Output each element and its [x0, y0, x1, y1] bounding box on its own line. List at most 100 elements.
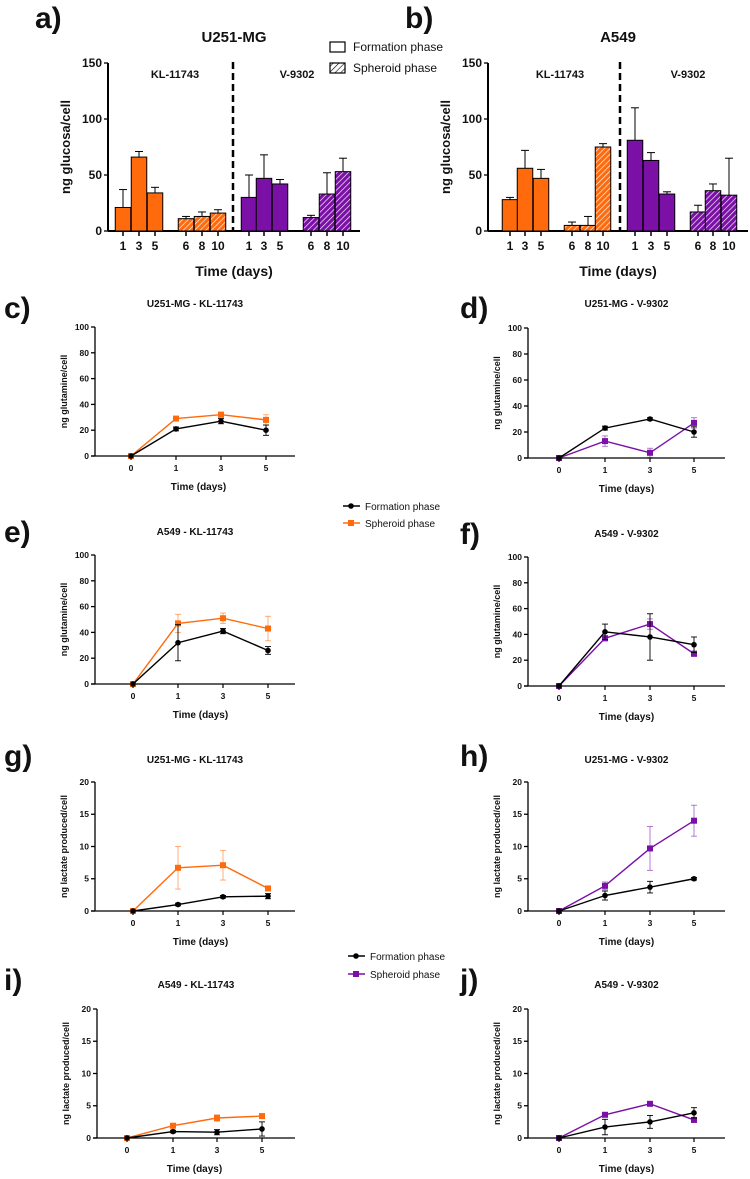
- data-point-formation: [602, 1124, 608, 1130]
- bar: [720, 194, 738, 232]
- y-tick-label: 5: [517, 1101, 522, 1111]
- y-tick-label: 0: [86, 1133, 91, 1143]
- y-tick-label: 100: [82, 112, 102, 126]
- bar: [130, 156, 148, 232]
- chart-title: U251-MG - V-9302: [585, 755, 669, 766]
- y-tick-label: 0: [517, 453, 522, 463]
- legend-marker-circle: [348, 503, 354, 509]
- bar: [209, 212, 227, 232]
- y-tick-label: 20: [513, 427, 523, 437]
- x-tick-label: 1: [632, 239, 639, 253]
- data-point-formation: [647, 884, 653, 890]
- x-axis-label: Time (days): [195, 263, 273, 279]
- bar: [658, 193, 676, 232]
- x-tick-label: 3: [648, 239, 655, 253]
- bar: [193, 215, 211, 232]
- x-tick-label: 5: [692, 465, 697, 475]
- data-point-spheroid: [175, 864, 181, 871]
- x-tick-label: 3: [136, 239, 143, 253]
- y-axis-label: ng glutamine/cell: [492, 585, 502, 659]
- chart-title: U251-MG - V-9302: [585, 299, 669, 310]
- x-axis-label: Time (days): [599, 484, 654, 495]
- x-tick-label: 6: [308, 239, 315, 253]
- legend-swatch-formation: [329, 41, 346, 53]
- data-point-formation: [220, 628, 226, 634]
- x-tick-label: 1: [603, 693, 608, 703]
- series-line-formation: [126, 1128, 263, 1139]
- legend-bars: Formation phase Spheroid phase: [329, 40, 443, 75]
- x-tick-label: 3: [221, 918, 226, 928]
- legend-glutamine: Formation phase Spheroid phase: [343, 502, 440, 530]
- x-tick-label: 1: [174, 463, 179, 473]
- y-tick-label: 40: [80, 399, 90, 409]
- series-line-formation: [132, 630, 269, 685]
- data-point-spheroid: [691, 1116, 697, 1123]
- data-point-formation: [259, 1126, 265, 1132]
- group-label: V-9302: [280, 69, 315, 81]
- y-tick-label: 10: [513, 841, 523, 851]
- x-tick-label: 6: [695, 239, 702, 253]
- y-tick-label: 5: [517, 874, 522, 884]
- x-axis-label: Time (days): [173, 937, 228, 948]
- data-point-formation: [602, 629, 608, 635]
- x-axis-label: Time (days): [167, 1164, 222, 1175]
- chart-title: U251-MG: [201, 29, 266, 46]
- bar: [563, 224, 581, 232]
- legend-marker-square: [348, 520, 354, 526]
- y-tick-label: 150: [462, 56, 482, 70]
- data-point-spheroid: [259, 1113, 265, 1120]
- data-point-spheroid: [214, 1115, 220, 1122]
- x-tick-label: 5: [692, 693, 697, 703]
- data-point-formation: [602, 892, 608, 899]
- x-tick-label: 10: [211, 239, 225, 253]
- x-tick-label: 0: [557, 918, 562, 928]
- x-tick-label: 0: [557, 693, 562, 703]
- y-tick-label: 10: [82, 1068, 92, 1078]
- x-tick-label: 5: [260, 1145, 265, 1155]
- x-tick-label: 1: [603, 918, 608, 928]
- y-axis-label: ng glucosa/cell: [438, 100, 453, 194]
- panel-letter: h): [460, 740, 488, 773]
- x-tick-label: 3: [215, 1145, 220, 1155]
- bar: [177, 218, 195, 232]
- series-line-spheroid: [130, 414, 267, 457]
- chart-title: A549 - KL-11743: [157, 527, 234, 538]
- x-axis-label: Time (days): [171, 482, 226, 493]
- legend-marker-square: [353, 971, 359, 977]
- series-line-spheroid: [132, 864, 269, 912]
- data-point-spheroid: [602, 1111, 608, 1118]
- x-tick-label: 5: [538, 239, 545, 253]
- bar: [579, 224, 597, 232]
- y-tick-label: 20: [80, 425, 90, 435]
- y-tick-label: 20: [82, 1004, 92, 1014]
- x-tick-label: 5: [152, 239, 159, 253]
- data-point-formation: [647, 1119, 653, 1125]
- x-tick-label: 6: [569, 239, 576, 253]
- y-tick-label: 100: [462, 112, 482, 126]
- data-point-formation: [691, 875, 697, 882]
- data-point-spheroid: [175, 620, 181, 627]
- bar: [642, 159, 660, 232]
- legend-label: Formation phase: [365, 502, 440, 513]
- series-line-spheroid: [558, 820, 695, 912]
- data-point-formation: [647, 634, 653, 640]
- panel-letter: c): [4, 292, 31, 325]
- data-point-formation: [265, 893, 271, 899]
- series-line-formation: [558, 1112, 695, 1139]
- panel-letter: a): [35, 2, 62, 35]
- y-tick-label: 20: [80, 777, 90, 787]
- bar: [318, 193, 336, 232]
- y-tick-label: 40: [513, 629, 523, 639]
- x-axis-label: Time (days): [599, 1164, 654, 1175]
- data-point-spheroid: [602, 882, 608, 889]
- bar: [334, 171, 352, 232]
- data-point-formation: [175, 901, 181, 908]
- series-line-formation: [558, 418, 695, 459]
- x-tick-label: 1: [176, 918, 181, 928]
- data-point-spheroid: [263, 416, 269, 423]
- y-tick-label: 0: [95, 224, 102, 238]
- legend-label: Spheroid phase: [353, 61, 437, 75]
- x-tick-label: 3: [221, 691, 226, 701]
- bar: [302, 217, 320, 232]
